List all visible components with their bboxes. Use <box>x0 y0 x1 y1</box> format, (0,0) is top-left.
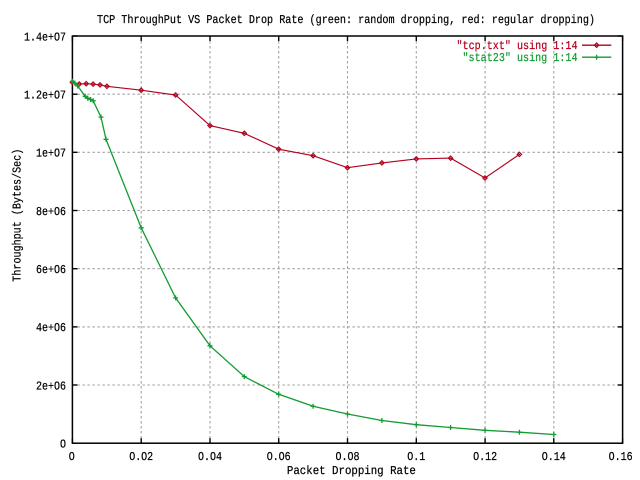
svg-text:1.2e+O7: 1.2e+O7 <box>24 88 66 102</box>
svg-text:O: O <box>60 438 66 452</box>
svg-text:O.O4: O.O4 <box>198 450 222 464</box>
svg-text:1.4e+O7: 1.4e+O7 <box>24 30 66 44</box>
svg-text:O.1: O.1 <box>407 450 425 464</box>
svg-text:Packet Dropping Rate: Packet Dropping Rate <box>287 464 416 478</box>
svg-text:1e+O7: 1e+O7 <box>36 147 66 161</box>
svg-text:"stat23" using 1:14: "stat23" using 1:14 <box>463 51 578 65</box>
svg-text:TCP ThroughPut VS Packet Drop: TCP ThroughPut VS Packet Drop Rate (gree… <box>97 13 595 27</box>
svg-text:"tcp.txt" using 1:14: "tcp.txt" using 1:14 <box>457 39 578 53</box>
svg-text:6e+O6: 6e+O6 <box>36 263 66 277</box>
svg-text:O.O8: O.O8 <box>336 450 360 464</box>
svg-text:O.12: O.12 <box>473 450 497 464</box>
svg-text:O.O2: O.O2 <box>129 450 153 464</box>
svg-text:O.O6: O.O6 <box>267 450 291 464</box>
svg-text:2e+O6: 2e+O6 <box>36 379 66 393</box>
svg-text:Throughput (Bytes/Sec): Throughput (Bytes/Sec) <box>11 149 25 282</box>
svg-text:8e+O6: 8e+O6 <box>36 205 66 219</box>
svg-text:O.16: O.16 <box>609 450 633 464</box>
svg-text:O: O <box>69 450 75 464</box>
svg-text:4e+O6: 4e+O6 <box>36 321 66 335</box>
svg-text:O.14: O.14 <box>542 450 566 464</box>
